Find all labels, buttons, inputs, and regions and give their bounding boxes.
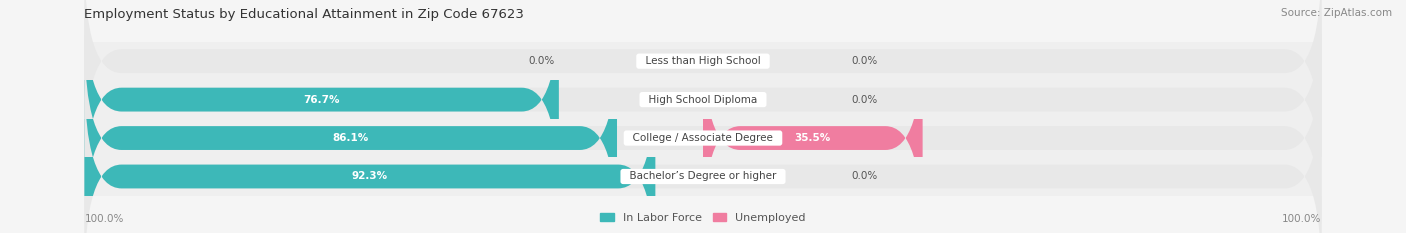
Text: College / Associate Degree: College / Associate Degree (626, 133, 780, 143)
FancyBboxPatch shape (703, 35, 922, 233)
FancyBboxPatch shape (84, 73, 655, 233)
Legend: In Labor Force, Unemployed: In Labor Force, Unemployed (596, 209, 810, 227)
Text: Employment Status by Educational Attainment in Zip Code 67623: Employment Status by Educational Attainm… (84, 8, 524, 21)
Text: Less than High School: Less than High School (638, 56, 768, 66)
Text: 86.1%: 86.1% (333, 133, 368, 143)
Text: 0.0%: 0.0% (852, 171, 877, 182)
Text: 0.0%: 0.0% (852, 56, 877, 66)
FancyBboxPatch shape (84, 35, 1322, 233)
Text: 92.3%: 92.3% (352, 171, 388, 182)
Text: 100.0%: 100.0% (1282, 214, 1322, 224)
FancyBboxPatch shape (84, 73, 1322, 233)
Text: Source: ZipAtlas.com: Source: ZipAtlas.com (1281, 8, 1392, 18)
Text: 76.7%: 76.7% (304, 95, 340, 105)
Text: Bachelor’s Degree or higher: Bachelor’s Degree or higher (623, 171, 783, 182)
FancyBboxPatch shape (84, 35, 617, 233)
Text: 0.0%: 0.0% (852, 95, 877, 105)
FancyBboxPatch shape (84, 0, 558, 203)
FancyBboxPatch shape (84, 0, 1322, 164)
FancyBboxPatch shape (84, 0, 1322, 203)
Text: 100.0%: 100.0% (84, 214, 124, 224)
Text: 0.0%: 0.0% (529, 56, 554, 66)
Text: 35.5%: 35.5% (794, 133, 831, 143)
Text: High School Diploma: High School Diploma (643, 95, 763, 105)
